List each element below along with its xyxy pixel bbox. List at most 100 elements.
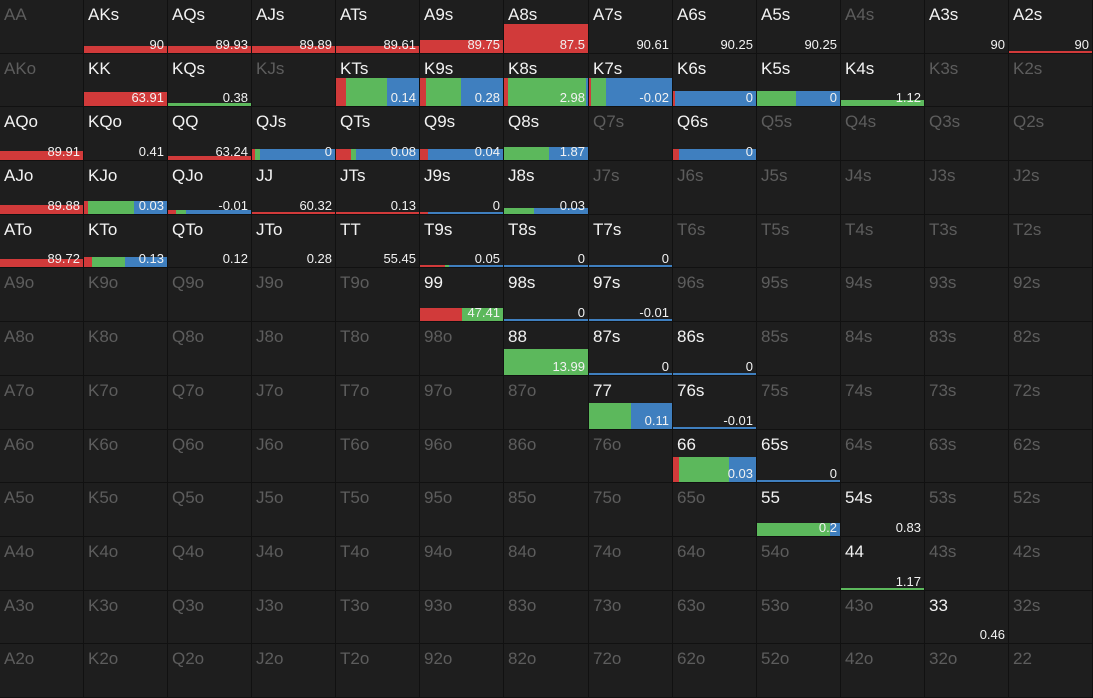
- hand-cell-JTs[interactable]: JTs 0.13: [336, 161, 419, 214]
- hand-cell-K9o[interactable]: K9o: [84, 268, 167, 321]
- hand-cell-94s[interactable]: 94s: [841, 268, 924, 321]
- hand-cell-86s[interactable]: 86s 0: [673, 322, 756, 375]
- hand-cell-K2o[interactable]: K2o: [84, 644, 167, 697]
- hand-cell-74o[interactable]: 74o: [589, 537, 672, 590]
- hand-cell-J9s[interactable]: J9s 0: [420, 161, 503, 214]
- hand-cell-52o[interactable]: 52o: [757, 644, 840, 697]
- hand-cell-Q9o[interactable]: Q9o: [168, 268, 251, 321]
- hand-cell-KQo[interactable]: KQo 0.41: [84, 107, 167, 160]
- hand-cell-J4o[interactable]: J4o: [252, 537, 335, 590]
- hand-cell-87o[interactable]: 87o: [504, 376, 588, 429]
- hand-cell-J3s[interactable]: J3s: [925, 161, 1008, 214]
- hand-cell-T4s[interactable]: T4s: [841, 215, 924, 267]
- hand-cell-JJ[interactable]: JJ 60.32: [252, 161, 335, 214]
- hand-cell-AKo[interactable]: AKo: [0, 54, 83, 106]
- hand-cell-AJs[interactable]: AJs 89.89: [252, 0, 335, 53]
- hand-cell-T2s[interactable]: T2s: [1009, 215, 1092, 267]
- hand-cell-A4o[interactable]: A4o: [0, 537, 83, 590]
- hand-cell-J6s[interactable]: J6s: [673, 161, 756, 214]
- hand-cell-ATo[interactable]: ATo 89.72: [0, 215, 83, 267]
- hand-cell-J8o[interactable]: J8o: [252, 322, 335, 375]
- hand-cell-75s[interactable]: 75s: [757, 376, 840, 429]
- hand-cell-AKs[interactable]: AKs 90: [84, 0, 167, 53]
- hand-cell-33[interactable]: 33 0.46: [925, 591, 1008, 643]
- hand-cell-QTs[interactable]: QTs 0.08: [336, 107, 419, 160]
- hand-cell-TT[interactable]: TT 55.45: [336, 215, 419, 267]
- hand-cell-K5o[interactable]: K5o: [84, 483, 167, 536]
- hand-cell-A2o[interactable]: A2o: [0, 644, 83, 697]
- hand-cell-32o[interactable]: 32o: [925, 644, 1008, 697]
- hand-cell-T6s[interactable]: T6s: [673, 215, 756, 267]
- hand-cell-62o[interactable]: 62o: [673, 644, 756, 697]
- hand-cell-Q8o[interactable]: Q8o: [168, 322, 251, 375]
- hand-cell-53o[interactable]: 53o: [757, 591, 840, 643]
- hand-cell-65o[interactable]: 65o: [673, 483, 756, 536]
- hand-cell-Q7o[interactable]: Q7o: [168, 376, 251, 429]
- hand-cell-22[interactable]: 22: [1009, 644, 1092, 697]
- hand-cell-75o[interactable]: 75o: [589, 483, 672, 536]
- hand-cell-K4o[interactable]: K4o: [84, 537, 167, 590]
- hand-cell-J2s[interactable]: J2s: [1009, 161, 1092, 214]
- hand-cell-Q6o[interactable]: Q6o: [168, 430, 251, 482]
- hand-cell-92o[interactable]: 92o: [420, 644, 503, 697]
- hand-cell-T5o[interactable]: T5o: [336, 483, 419, 536]
- hand-cell-63s[interactable]: 63s: [925, 430, 1008, 482]
- hand-cell-T8o[interactable]: T8o: [336, 322, 419, 375]
- hand-cell-72o[interactable]: 72o: [589, 644, 672, 697]
- hand-cell-AA[interactable]: AA: [0, 0, 83, 53]
- hand-cell-96s[interactable]: 96s: [673, 268, 756, 321]
- hand-cell-T4o[interactable]: T4o: [336, 537, 419, 590]
- hand-cell-J7s[interactable]: J7s: [589, 161, 672, 214]
- hand-cell-A5s[interactable]: A5s 90.25: [757, 0, 840, 53]
- hand-cell-J5s[interactable]: J5s: [757, 161, 840, 214]
- hand-cell-43s[interactable]: 43s: [925, 537, 1008, 590]
- hand-cell-Q7s[interactable]: Q7s: [589, 107, 672, 160]
- hand-cell-K5s[interactable]: K5s 0: [757, 54, 840, 106]
- hand-cell-T2o[interactable]: T2o: [336, 644, 419, 697]
- hand-cell-AQo[interactable]: AQo 89.91: [0, 107, 83, 160]
- hand-cell-32s[interactable]: 32s: [1009, 591, 1092, 643]
- hand-cell-J7o[interactable]: J7o: [252, 376, 335, 429]
- hand-cell-T7s[interactable]: T7s 0: [589, 215, 672, 267]
- hand-cell-Q5s[interactable]: Q5s: [757, 107, 840, 160]
- hand-cell-97o[interactable]: 97o: [420, 376, 503, 429]
- hand-cell-54o[interactable]: 54o: [757, 537, 840, 590]
- hand-cell-Q3s[interactable]: Q3s: [925, 107, 1008, 160]
- hand-cell-QJo[interactable]: QJo -0.01: [168, 161, 251, 214]
- hand-cell-T3s[interactable]: T3s: [925, 215, 1008, 267]
- hand-cell-QJs[interactable]: QJs 0: [252, 107, 335, 160]
- hand-cell-KTs[interactable]: KTs 0.14: [336, 54, 419, 106]
- hand-cell-92s[interactable]: 92s: [1009, 268, 1092, 321]
- hand-cell-64s[interactable]: 64s: [841, 430, 924, 482]
- hand-cell-T5s[interactable]: T5s: [757, 215, 840, 267]
- hand-cell-55[interactable]: 55 0.2: [757, 483, 840, 536]
- hand-cell-K7o[interactable]: K7o: [84, 376, 167, 429]
- hand-cell-Q8s[interactable]: Q8s 1.87: [504, 107, 588, 160]
- hand-cell-KJs[interactable]: KJs: [252, 54, 335, 106]
- hand-cell-98o[interactable]: 98o: [420, 322, 503, 375]
- hand-cell-A5o[interactable]: A5o: [0, 483, 83, 536]
- hand-cell-76o[interactable]: 76o: [589, 430, 672, 482]
- hand-cell-QQ[interactable]: QQ 63.24: [168, 107, 251, 160]
- hand-cell-95s[interactable]: 95s: [757, 268, 840, 321]
- hand-cell-Q6s[interactable]: Q6s 0: [673, 107, 756, 160]
- hand-cell-K6o[interactable]: K6o: [84, 430, 167, 482]
- hand-cell-T9o[interactable]: T9o: [336, 268, 419, 321]
- hand-cell-K3s[interactable]: K3s: [925, 54, 1008, 106]
- hand-cell-A7s[interactable]: A7s 90.61: [589, 0, 672, 53]
- hand-cell-A9o[interactable]: A9o: [0, 268, 83, 321]
- hand-cell-83o[interactable]: 83o: [504, 591, 588, 643]
- hand-cell-73s[interactable]: 73s: [925, 376, 1008, 429]
- hand-cell-84s[interactable]: 84s: [841, 322, 924, 375]
- hand-cell-A7o[interactable]: A7o: [0, 376, 83, 429]
- hand-cell-84o[interactable]: 84o: [504, 537, 588, 590]
- hand-cell-K3o[interactable]: K3o: [84, 591, 167, 643]
- hand-cell-K4s[interactable]: K4s 1.12: [841, 54, 924, 106]
- hand-cell-K2s[interactable]: K2s: [1009, 54, 1092, 106]
- hand-cell-97s[interactable]: 97s -0.01: [589, 268, 672, 321]
- hand-cell-J5o[interactable]: J5o: [252, 483, 335, 536]
- hand-cell-Q3o[interactable]: Q3o: [168, 591, 251, 643]
- hand-cell-99[interactable]: 99 47.41: [420, 268, 503, 321]
- hand-cell-J2o[interactable]: J2o: [252, 644, 335, 697]
- hand-cell-Q4o[interactable]: Q4o: [168, 537, 251, 590]
